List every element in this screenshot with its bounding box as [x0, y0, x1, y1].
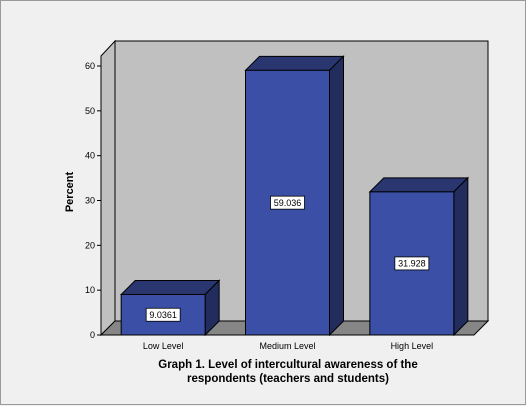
- bar-3-top: [368, 177, 470, 193]
- bar-1-top: [119, 279, 221, 295]
- bar-series: 9.0361 59.036 31.928: [119, 55, 470, 337]
- bar-3-side: [453, 176, 469, 337]
- y-tick-label-4: 40: [85, 151, 95, 161]
- chart-left-wall: [100, 39, 116, 337]
- x-tick-label-2: Medium Level: [259, 341, 315, 351]
- y-axis: 0 10 20 30 40 50 60: [85, 61, 101, 340]
- bar-3-value-box: [394, 256, 430, 271]
- bar-2: 59.036: [244, 55, 345, 337]
- bar-1-front: [120, 293, 206, 336]
- bar-2-top: [244, 55, 345, 71]
- bar-1-value-label: 9.0361: [149, 310, 177, 320]
- bar-2-value-box: [270, 195, 305, 210]
- y-tick-label-3: 30: [85, 196, 95, 206]
- bar-1: 9.0361: [119, 279, 221, 337]
- x-tick-label-3: High Level: [391, 341, 434, 351]
- x-axis-labels: Low Level Medium Level High Level: [143, 341, 433, 351]
- y-tick-label-5: 50: [85, 106, 95, 116]
- bar-1-value-box: [145, 307, 181, 322]
- chart-caption-line-2: respondents (teachers and students): [187, 373, 389, 385]
- y-tick-label-0: 0: [90, 330, 95, 340]
- y-tick-label-1: 10: [85, 285, 95, 295]
- y-tick-label-2: 20: [85, 240, 95, 250]
- bar-3: 31.928: [368, 176, 470, 337]
- bar-2-side: [329, 55, 344, 337]
- y-axis-title: Percent: [64, 171, 76, 212]
- x-tick-label-1: Low Level: [143, 341, 184, 351]
- chart-caption-line-1: Graph 1. Level of intercultural awarenes…: [158, 359, 417, 371]
- y-tick-label-6: 60: [85, 61, 95, 71]
- bar-3-value-label: 31.928: [398, 259, 426, 269]
- bar-2-value-label: 59.036: [274, 198, 302, 208]
